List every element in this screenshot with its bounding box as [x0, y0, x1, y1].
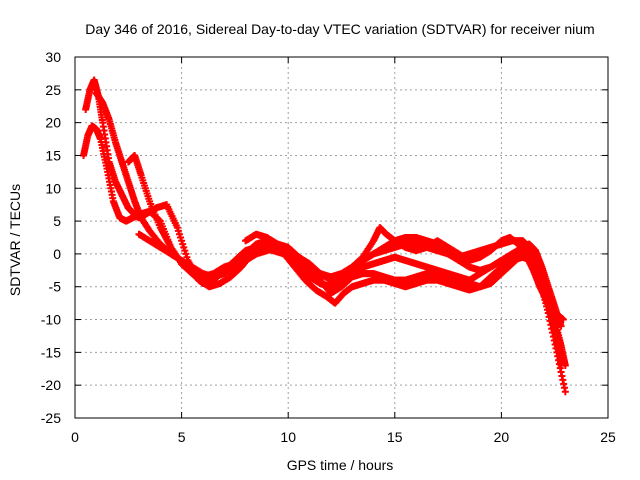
y-tick-label: 10 — [45, 180, 61, 196]
y-axis-label: SDTVAR / TECUs — [7, 184, 23, 296]
x-tick-label: 5 — [178, 429, 186, 445]
x-tick-label: 20 — [494, 429, 510, 445]
y-tick-label: 25 — [45, 82, 61, 98]
y-tick-label: 0 — [53, 246, 61, 262]
axis-ticks — [74, 56, 609, 419]
tick-labels: 0 5 10 15 20 25 -25 -20 -15 -10 -5 0 5 10 15 20 25 30 — [41, 49, 616, 445]
x-tick-label: 15 — [387, 429, 403, 445]
plot-frame — [74, 56, 609, 419]
series-track-6 — [242, 224, 567, 324]
x-axis-label: GPS time / hours — [287, 457, 394, 473]
data-point — [557, 322, 565, 330]
y-tick-label: -25 — [41, 410, 61, 426]
y-tick-label: 30 — [45, 49, 61, 65]
y-tick-label: 5 — [53, 213, 61, 229]
y-tick-label: -5 — [49, 279, 62, 295]
x-tick-label: 10 — [280, 429, 296, 445]
chart-title: Day 346 of 2016, Sidereal Day-to-day VTE… — [85, 21, 594, 37]
data-series — [80, 76, 569, 396]
y-tick-label: -15 — [41, 344, 61, 360]
data-point — [559, 316, 567, 324]
y-tick-label: -20 — [41, 377, 61, 393]
x-tick-label: 0 — [71, 429, 79, 445]
data-point — [557, 342, 565, 350]
data-point — [561, 388, 569, 396]
y-tick-label: 15 — [45, 147, 61, 163]
x-tick-label: 25 — [600, 429, 616, 445]
y-tick-label: 20 — [45, 115, 61, 131]
y-tick-label: -10 — [41, 312, 61, 328]
